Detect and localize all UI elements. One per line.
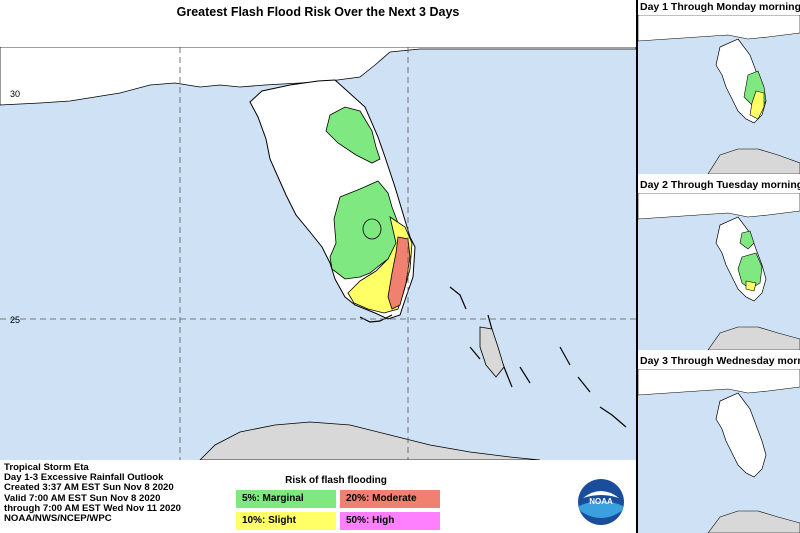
moderate-area (387, 236, 411, 310)
noaa-logo-text: NOAA (589, 497, 613, 506)
legend-marginal: 5%: Marginal (236, 490, 336, 508)
marginal-area-north (325, 106, 381, 164)
info-text: Tropical Storm Eta Day 1-3 Excessive Rai… (4, 462, 181, 525)
legend-slight: 10%: Slight (236, 512, 336, 530)
lat-label-25: 25 (10, 315, 21, 325)
outlook-name: Day 1-3 Excessive Rainfall Outlook (4, 472, 164, 484)
legend: Risk of flash flooding 5%: Marginal 20%:… (236, 472, 444, 532)
day3-map (638, 369, 800, 533)
florida-keys (359, 314, 393, 323)
day3-title: Day 3 Through Wednesday morning (640, 355, 800, 367)
main-panel: Greatest Flash Flood Risk Over the Next … (0, 5, 636, 532)
day3-panel: Day 3 Through Wednesday morning (638, 354, 800, 533)
valid-end: through 7:00 AM EST Wed Nov 11 2020 (4, 502, 181, 514)
valid-start: Valid 7:00 AM EST Sun Nov 8 2020 (4, 492, 161, 504)
day2-panel: Day 2 Through Tuesday morning (638, 178, 800, 350)
day1-map (638, 15, 800, 174)
agency: NOAA/NWS/NCEP/WPC (4, 513, 112, 525)
legend-moderate: 20%: Moderate (340, 490, 440, 508)
day1-panel: Day 1 Through Monday morning (638, 0, 800, 174)
main-map (0, 47, 636, 460)
main-title: Greatest Flash Flood Risk Over the Next … (176, 5, 460, 19)
lake-okeechobee (362, 218, 382, 240)
legend-title: Risk of flash flooding (285, 475, 387, 486)
land-north (0, 47, 636, 106)
noaa-logo: NOAA (578, 479, 624, 525)
day2-map (638, 193, 800, 350)
day1-title: Day 1 Through Monday morning (640, 1, 800, 13)
panel-divider (636, 0, 638, 533)
andros (479, 326, 505, 378)
storm-name: Tropical Storm Eta (4, 462, 89, 473)
cuba (199, 421, 541, 460)
lat-label-30: 30 (10, 89, 21, 99)
created-time: Created 3:37 AM EST Sun Nov 8 2020 (4, 482, 174, 494)
legend-high: 50%: High (340, 512, 440, 530)
day2-title: Day 2 Through Tuesday morning (640, 179, 800, 191)
